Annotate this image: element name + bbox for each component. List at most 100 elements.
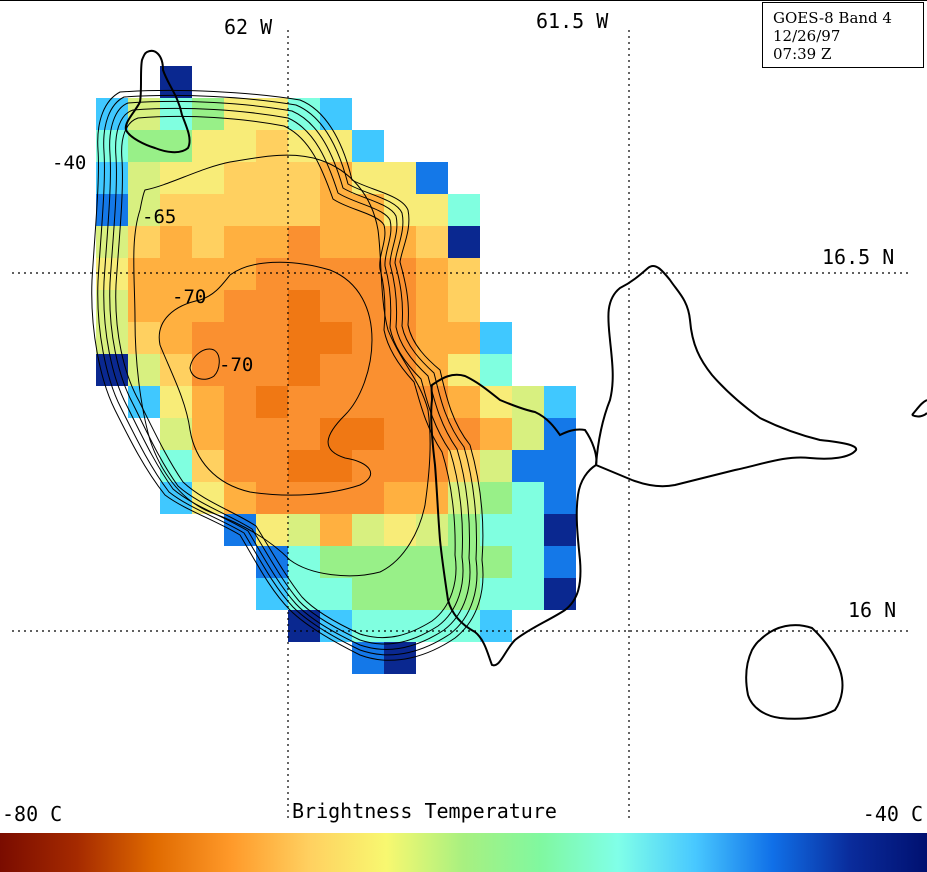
brightness-pixel [288,162,320,194]
brightness-pixel [448,194,480,226]
brightness-pixel [320,546,352,578]
contour-outer-2 [97,94,478,656]
brightness-pixel [448,610,480,642]
brightness-pixel [416,482,448,514]
brightness-pixel [128,194,160,226]
brightness-pixel [352,450,384,482]
brightness-pixel [512,482,544,514]
brightness-pixel [320,418,352,450]
brightness-pixel [256,418,288,450]
brightness-pixel [384,546,416,578]
brightness-pixel [480,610,512,642]
temperature-colorbar [0,833,927,872]
brightness-pixel [384,578,416,610]
brightness-pixel [448,258,480,290]
contour-label-minus-70-b: -70 [219,354,253,376]
brightness-pixel [256,450,288,482]
brightness-pixel [128,322,160,354]
brightness-pixel [352,578,384,610]
brightness-pixel [416,226,448,258]
brightness-pixel-grid [96,66,576,674]
brightness-pixel [320,258,352,290]
brightness-pixel [352,482,384,514]
label-lat-16n: 16 N [848,598,896,622]
brightness-pixel [480,418,512,450]
brightness-pixel [224,290,256,322]
brightness-pixel [544,514,576,546]
contour-minus-70-outer [158,261,373,496]
brightness-pixel [512,450,544,482]
contour-label-minus-70-a: -70 [172,286,206,308]
brightness-pixel [416,162,448,194]
brightness-pixel [288,322,320,354]
contour-label-minus-40: -40 [52,152,86,174]
brightness-pixel [352,322,384,354]
brightness-pixel [288,258,320,290]
brightness-pixel [352,386,384,418]
brightness-pixel [384,322,416,354]
brightness-pixel [288,290,320,322]
contour-labels: -40 -65 -70 -70 [52,152,253,376]
brightness-pixel [352,162,384,194]
brightness-pixel [128,354,160,386]
brightness-pixel [224,258,256,290]
contour-outer-3 [103,100,471,650]
brightness-pixel [192,258,224,290]
observation-date: 12/26/97 [773,27,841,45]
brightness-pixel [480,578,512,610]
brightness-pixel [480,514,512,546]
contour-outer-1 [91,89,484,661]
brightness-pixel [320,482,352,514]
brightness-pixel [192,98,224,130]
brightness-pixel [352,418,384,450]
brightness-pixel [256,354,288,386]
brightness-pixel [224,162,256,194]
brightness-pixel [448,546,480,578]
brightness-pixel [160,194,192,226]
brightness-pixel [96,258,128,290]
brightness-pixel [480,546,512,578]
brightness-pixel [224,98,256,130]
brightness-pixel [160,386,192,418]
brightness-pixel [256,386,288,418]
brightness-pixel [352,290,384,322]
brightness-pixel [352,546,384,578]
temperature-contours [91,89,484,661]
brightness-pixel [320,290,352,322]
brightness-pixel [160,66,192,98]
brightness-pixel [160,130,192,162]
brightness-pixel [384,482,416,514]
brightness-pixel [288,98,320,130]
brightness-pixel [160,290,192,322]
satellite-name: GOES-8 Band 4 [773,9,892,27]
brightness-pixel [416,514,448,546]
scale-max-label: -40 C [862,802,923,826]
brightness-pixel [256,162,288,194]
brightness-pixel [256,482,288,514]
brightness-pixel [288,450,320,482]
brightness-pixel [384,450,416,482]
coastlines [124,50,927,720]
brightness-pixel [512,386,544,418]
brightness-pixel [192,162,224,194]
brightness-pixel [128,290,160,322]
brightness-pixel [288,194,320,226]
brightness-pixel [384,610,416,642]
brightness-pixel [224,482,256,514]
brightness-pixel [256,322,288,354]
brightness-pixel [416,322,448,354]
brightness-pixel [224,514,256,546]
brightness-pixel [256,290,288,322]
brightness-pixel [384,418,416,450]
brightness-pixel [352,610,384,642]
brightness-pixel [256,578,288,610]
brightness-pixel [416,290,448,322]
brightness-pixel [160,162,192,194]
brightness-pixel [416,578,448,610]
brightness-pixel [448,322,480,354]
brightness-pixel [384,162,416,194]
brightness-pixel [512,578,544,610]
brightness-pixel [192,194,224,226]
brightness-pixel [96,194,128,226]
